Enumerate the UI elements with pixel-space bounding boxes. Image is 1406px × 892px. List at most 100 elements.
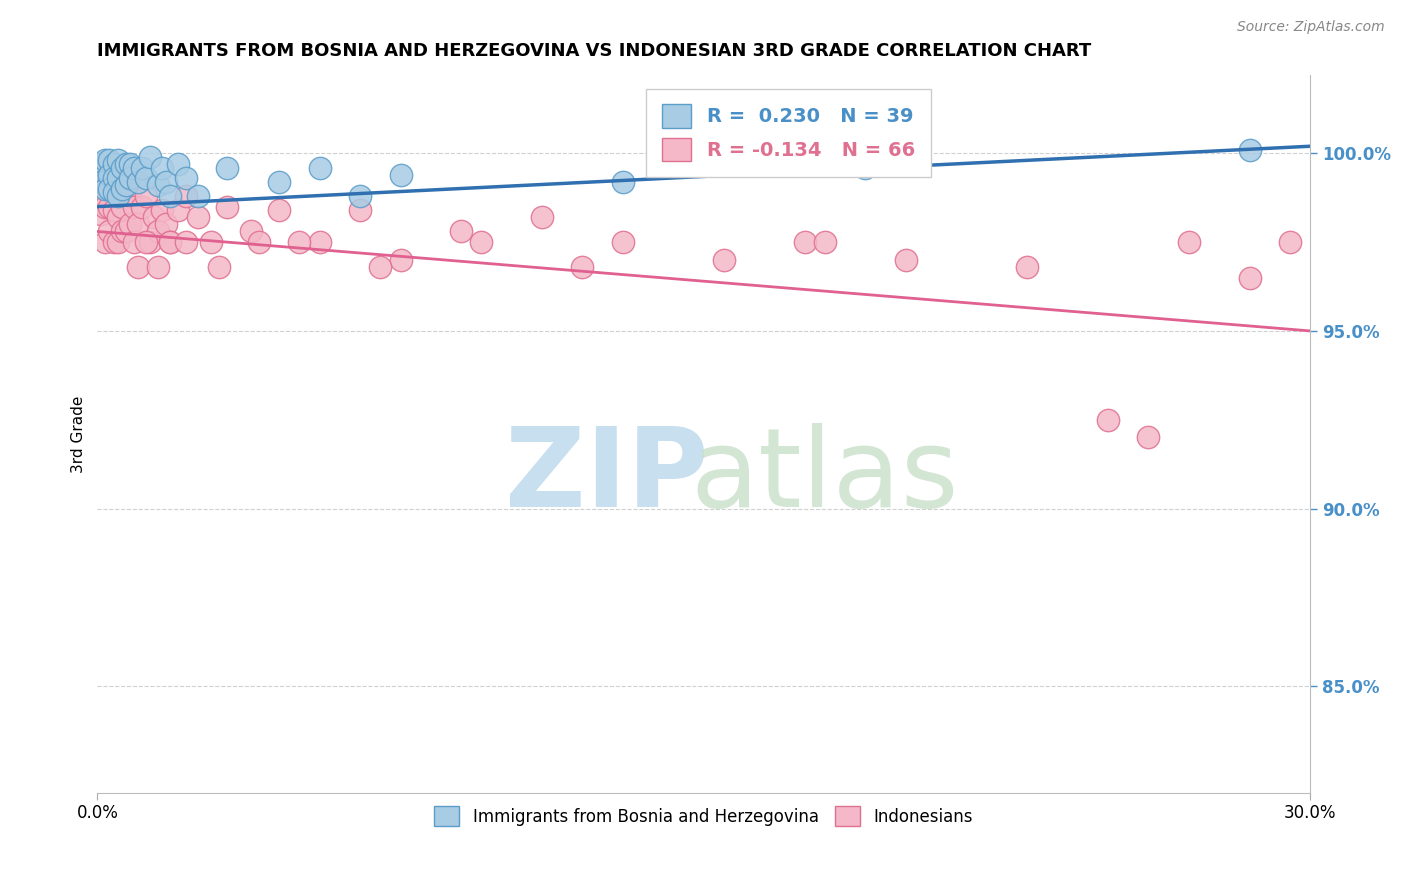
Point: [94, 200, 117, 214]
Point: [90, 175, 112, 189]
Point: [110, 225, 132, 239]
Point: [114, 186, 136, 200]
Point: [370, 260, 392, 274]
Point: [159, 235, 181, 249]
Point: [94, 235, 117, 249]
Text: ZIP: ZIP: [505, 424, 709, 531]
Point: [1278, 235, 1301, 249]
Point: [240, 225, 263, 239]
Point: [142, 211, 165, 225]
Point: [155, 175, 177, 189]
Point: [308, 235, 330, 249]
Point: [208, 260, 231, 274]
Point: [127, 175, 149, 189]
Point: [187, 189, 209, 203]
Point: [349, 203, 371, 218]
Point: [98, 182, 121, 196]
Point: [450, 225, 472, 239]
Point: [94, 182, 117, 196]
Point: [127, 260, 149, 274]
Point: [612, 175, 634, 189]
Point: [131, 200, 153, 214]
Point: [288, 235, 311, 249]
Point: [103, 171, 125, 186]
Text: atlas: atlas: [690, 424, 959, 531]
Point: [308, 161, 330, 175]
Point: [90, 207, 112, 221]
Point: [247, 235, 270, 249]
Point: [107, 153, 129, 168]
Point: [155, 218, 177, 232]
Point: [146, 260, 169, 274]
Point: [118, 157, 141, 171]
Point: [159, 235, 181, 249]
Point: [174, 235, 197, 249]
Point: [713, 252, 735, 267]
Point: [127, 175, 149, 189]
Point: [894, 252, 917, 267]
Point: [187, 211, 209, 225]
Legend: Immigrants from Bosnia and Herzegovina, Indonesians: Immigrants from Bosnia and Herzegovina, …: [426, 797, 981, 835]
Point: [135, 189, 157, 203]
Point: [1178, 235, 1201, 249]
Point: [90, 164, 112, 178]
Point: [1137, 430, 1160, 444]
Point: [389, 252, 412, 267]
Point: [139, 235, 162, 249]
Point: [103, 186, 125, 200]
Point: [127, 218, 149, 232]
Point: [1017, 260, 1039, 274]
Point: [174, 171, 197, 186]
Point: [98, 153, 121, 168]
Point: [103, 157, 125, 171]
Point: [159, 189, 181, 203]
Point: [139, 150, 162, 164]
Point: [855, 161, 877, 175]
Point: [103, 182, 125, 196]
Point: [150, 161, 173, 175]
Point: [118, 171, 141, 186]
Point: [135, 235, 157, 249]
Point: [114, 157, 136, 171]
Point: [118, 218, 141, 232]
Point: [167, 157, 190, 171]
Point: [90, 157, 112, 171]
Point: [107, 211, 129, 225]
Point: [612, 235, 634, 249]
Point: [107, 235, 129, 249]
Text: IMMIGRANTS FROM BOSNIA AND HERZEGOVINA VS INDONESIAN 3RD GRADE CORRELATION CHART: IMMIGRANTS FROM BOSNIA AND HERZEGOVINA V…: [97, 42, 1091, 60]
Text: Source: ZipAtlas.com: Source: ZipAtlas.com: [1237, 20, 1385, 34]
Point: [470, 235, 492, 249]
Point: [110, 200, 132, 214]
Point: [107, 182, 129, 196]
Point: [174, 189, 197, 203]
Point: [122, 235, 145, 249]
Y-axis label: 3rd Grade: 3rd Grade: [72, 395, 86, 473]
Point: [200, 235, 222, 249]
Point: [1239, 143, 1261, 157]
Point: [1097, 413, 1119, 427]
Point: [814, 235, 837, 249]
Point: [122, 200, 145, 214]
Point: [110, 182, 132, 196]
Point: [215, 200, 238, 214]
Point: [150, 203, 173, 218]
Point: [94, 182, 117, 196]
Point: [98, 200, 121, 214]
Point: [103, 203, 125, 218]
Point: [110, 161, 132, 175]
Point: [269, 203, 291, 218]
Point: [793, 235, 815, 249]
Point: [531, 211, 554, 225]
Point: [114, 178, 136, 193]
Point: [118, 189, 141, 203]
Point: [98, 168, 121, 182]
Point: [98, 225, 121, 239]
Point: [114, 225, 136, 239]
Point: [269, 175, 291, 189]
Point: [389, 168, 412, 182]
Point: [122, 161, 145, 175]
Point: [1239, 270, 1261, 285]
Point: [107, 171, 129, 186]
Point: [135, 171, 157, 186]
